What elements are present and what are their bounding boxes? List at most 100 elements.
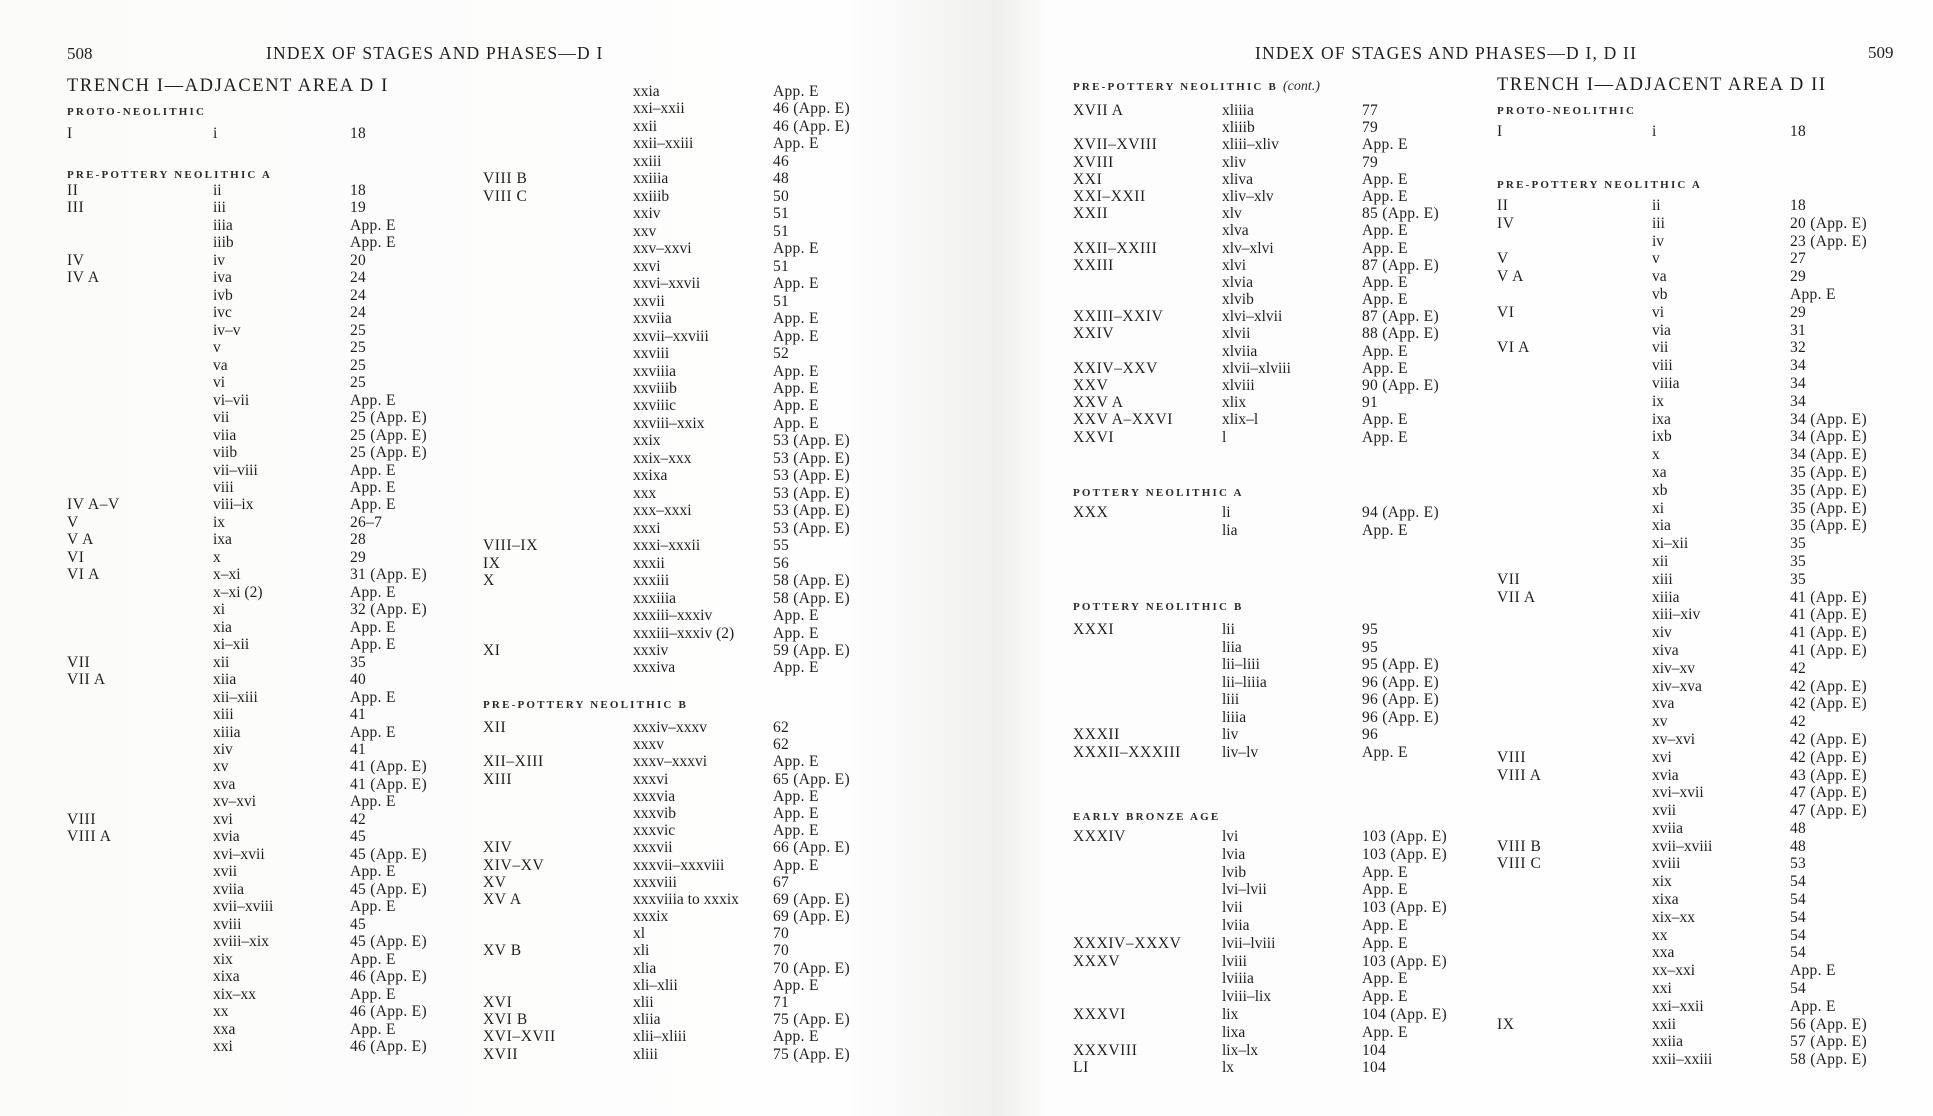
- page-ref-cell: 23 (App. E): [1790, 232, 1867, 250]
- phase-cell: xliii–xliv: [1222, 136, 1279, 154]
- phase-cell: xva: [1652, 695, 1675, 713]
- page-ref-cell: 62: [773, 719, 790, 736]
- page-ref-cell: 90 (App. E): [1362, 377, 1439, 394]
- phase-cell: xviia: [213, 880, 244, 898]
- page-ref-cell: 42: [1790, 659, 1807, 677]
- phase-cell: xliia: [633, 1011, 661, 1029]
- page-number: 509: [1868, 43, 1894, 62]
- page-ref-cell: 42 (App. E): [1790, 695, 1867, 713]
- phase-cell: xxvii: [633, 292, 665, 310]
- stage-cell: VI A: [67, 566, 100, 584]
- page-ref-cell: 58 (App. E): [1790, 1051, 1867, 1069]
- phase-cell: x–xi (2): [213, 583, 263, 601]
- index-row: xi 35 (App. E): [1497, 500, 1867, 518]
- page-ref-cell: 46: [773, 152, 790, 170]
- page-ref-cell: 96 (App. E): [1362, 708, 1439, 726]
- phase-cell: va: [213, 356, 228, 374]
- stage-cell: VI: [1497, 303, 1515, 321]
- phase-cell: viii: [213, 478, 234, 496]
- stage-cell: XV: [483, 873, 507, 891]
- stage-cell: XVI B: [483, 1011, 528, 1029]
- index-row: xiii 41: [67, 706, 366, 723]
- page-ref-cell: 104: [1362, 1059, 1387, 1077]
- index-rows: XXXI lii 95 liia 95 lii–liii 95 (App. E) lii–li…: [1073, 621, 1439, 761]
- index-row: XVI B xliia 75 (App. E): [483, 1011, 850, 1029]
- index-row: XXX li 94 (App. E): [1073, 504, 1439, 522]
- stage-cell: VIII A: [67, 828, 112, 846]
- page-ref-cell: App. E: [773, 414, 819, 432]
- phase-cell: xxa: [213, 1020, 236, 1038]
- page-ref-cell: App. E: [1790, 285, 1836, 303]
- phase-cell: xa: [1652, 463, 1667, 481]
- index-section: PRE-POTTERY NEOLITHIC B XII xxxiv–xxxv 62 xx…: [483, 698, 850, 1063]
- phase-cell: xliiib: [1222, 119, 1255, 137]
- stage-cell: XVII–XVIII: [1073, 136, 1158, 154]
- index-row: xii 35: [1497, 553, 1806, 571]
- phase-cell: xva: [213, 775, 236, 793]
- index-row: xx–xxi App. E: [1497, 962, 1835, 980]
- phase-cell: xxxvi: [633, 770, 669, 788]
- page-ref-cell: 55: [773, 537, 790, 555]
- page-ref-cell: 91: [1362, 394, 1379, 412]
- index-row: xlva App. E: [1073, 222, 1407, 239]
- page-ref-cell: App. E: [350, 234, 396, 252]
- phase-cell: xx–xxi: [1652, 962, 1696, 980]
- phase-cell: viia: [213, 426, 237, 444]
- index-row: xia 35 (App. E): [1497, 517, 1867, 535]
- phase-cell: xxv: [633, 222, 657, 240]
- page-ref-cell: 48: [773, 170, 790, 188]
- phase-cell: xviii: [213, 915, 242, 933]
- page-ref-cell: 58 (App. E): [773, 572, 850, 590]
- index-row: xlia 70 (App. E): [483, 960, 850, 977]
- index-row: XXXI lii 95: [1073, 621, 1378, 639]
- page-ref-cell: App. E: [350, 793, 396, 811]
- phase-cell: xxxvii–xxxviii: [633, 856, 725, 874]
- index-rows: XVII A xliiia 77 xliiib 79 XVII–XVIII xliii–xl…: [1073, 102, 1439, 446]
- stage-cell: XXXV: [1073, 952, 1121, 970]
- page-ref-cell: 103 (App. E): [1362, 845, 1447, 863]
- page-ref-cell: App. E: [350, 216, 396, 234]
- index-row: xxxv 62: [483, 736, 789, 753]
- page-ref-cell: 95 (App. E): [1362, 656, 1439, 673]
- stage-cell: V A: [1497, 268, 1524, 286]
- index-row: viii 34: [1497, 357, 1806, 375]
- index-row: lia App. E: [1073, 522, 1407, 540]
- phase-cell: ix: [1652, 392, 1665, 410]
- index-row: lviia App. E: [1073, 917, 1407, 935]
- phase-cell: xxxviii: [633, 873, 677, 891]
- page-ref-cell: App. E: [773, 804, 819, 822]
- phase-cell: xxix–xxx: [633, 449, 692, 467]
- phase-cell: xi–xii: [1652, 535, 1689, 553]
- index-row: XVII–XVIII xliii–xliv App. E: [1073, 136, 1407, 154]
- phase-cell: va: [1652, 268, 1667, 286]
- section-heading: PROTO-NEOLITHIC: [1497, 104, 1636, 118]
- stage-cell: XXXII–XXXIII: [1073, 743, 1181, 761]
- index-row: VIII B xvii–xviii 48: [1497, 838, 1806, 856]
- phase-cell: xv: [213, 758, 229, 776]
- page-ref-cell: App. E: [1362, 411, 1408, 429]
- section-heading-note: (cont.): [1283, 79, 1320, 94]
- stage-cell: XXI–XXII: [1073, 187, 1146, 205]
- phase-cell: xxvi–xxvii: [633, 275, 701, 293]
- stage-cell: XV A: [483, 890, 522, 908]
- page-ref-cell: 20 (App. E): [1790, 214, 1867, 232]
- page-ref-cell: 104 (App. E): [1362, 1005, 1447, 1023]
- index-row: x 34 (App. E): [1497, 446, 1867, 464]
- section-heading-text: EARLY BRONZE AGE: [1073, 811, 1221, 823]
- page-ref-cell: 35 (App. E): [1790, 481, 1867, 499]
- index-section: PRE-POTTERY NEOLITHIC A II ii 18 III iii 19 iii…: [67, 168, 427, 1055]
- page-ref-cell: 51: [773, 205, 790, 223]
- stage-cell: XXV A: [1073, 394, 1124, 412]
- index-row: XXV A–XXVI xlix–l App. E: [1073, 411, 1407, 428]
- phase-cell: xix: [213, 950, 233, 968]
- phase-cell: xvi: [213, 810, 233, 828]
- page-ref-cell: App. E: [773, 822, 819, 840]
- page-ref-cell: 53 (App. E): [773, 502, 850, 520]
- page-ref-cell: 52: [773, 345, 790, 363]
- phase-cell: xxxiii: [633, 572, 670, 590]
- phase-cell: x: [213, 548, 221, 566]
- page-ref-cell: 27: [1790, 250, 1807, 268]
- page-ref-cell: 53 (App. E): [773, 449, 850, 467]
